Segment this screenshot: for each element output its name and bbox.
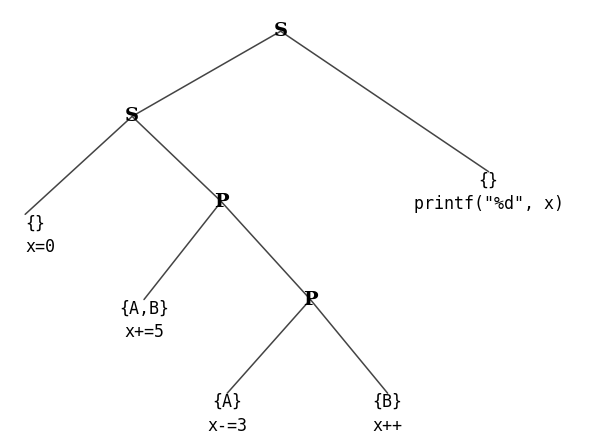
Text: {B}
x++: {B} x++: [373, 393, 402, 435]
Text: P: P: [303, 291, 318, 308]
Text: {}
x=0: {} x=0: [25, 214, 55, 256]
Text: {}
printf("%d", x): {} printf("%d", x): [414, 172, 564, 214]
Text: S: S: [273, 22, 288, 40]
Text: S: S: [125, 107, 139, 125]
Text: P: P: [214, 193, 229, 210]
Text: {A}
x-=3: {A} x-=3: [207, 393, 247, 435]
Text: {A,B}
x+=5: {A,B} x+=5: [119, 299, 169, 341]
